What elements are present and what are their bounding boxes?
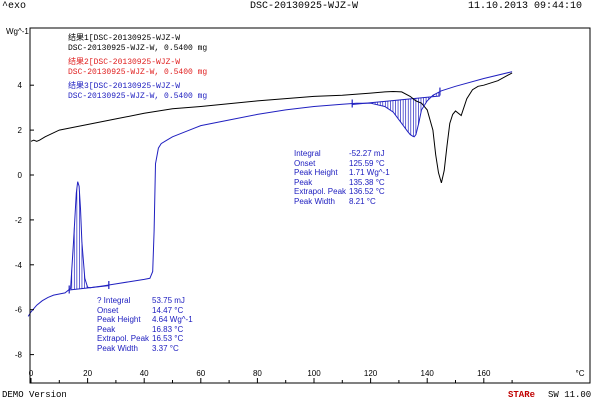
annotation-value: 4.64 Wg^-1 — [152, 315, 193, 325]
peak2-peak-row: Peak 135.38 °C — [294, 178, 390, 188]
annotation-value: 14.47 °C — [152, 305, 184, 315]
chart-title: DSC-20130925-WJZ-W — [250, 1, 359, 12]
demo-version-label: DEMO Version — [2, 390, 67, 400]
annotation-value: 3.37 °C — [152, 343, 179, 353]
annotation-value: 1.71 Wg^-1 — [349, 168, 390, 178]
annotation-label: Integral — [294, 149, 321, 158]
peak1-peak-row: Peak 16.83 °C — [97, 325, 193, 335]
legend-entry-2: 结果2[DSC-20130925-WJZ-W DSC-20130925-WJZ-… — [68, 58, 207, 78]
y-tick-label: 4 — [18, 81, 23, 90]
annotation-label: Peak — [97, 324, 116, 334]
axis-layer: -8 -6 -4 -2 0 2 4 Wg^-1 0 20 40 60 80 100 120 140 160 °C — [6, 27, 591, 384]
annotation-label: Peak — [294, 177, 313, 187]
annotation-value: 16.83 °C — [152, 324, 184, 334]
peak1-onset-row: Onset 14.47 °C — [97, 306, 193, 316]
peak1-extrapol-row: Extrapol. Peak 16.53 °C — [97, 334, 193, 344]
annotation-label: Peak Width — [97, 343, 138, 353]
annotation-label: Extrapol. Peak — [97, 334, 150, 344]
dsc-curve-2 — [27, 71, 513, 317]
annotation-value: 136.52 °C — [349, 187, 385, 197]
legend-entry-1-title: 结果1[DSC-20130925-WJZ-W — [68, 34, 181, 43]
y-tick-label: -8 — [15, 351, 23, 360]
legend-entry-2-sample: DSC-20130925-WJZ-W, 0.5400 mg — [68, 68, 208, 77]
curve-layer — [27, 71, 513, 317]
x-tick-label: 140 — [421, 369, 435, 378]
y-tick-label: 2 — [18, 126, 23, 135]
y-tick-label: -6 — [15, 306, 23, 315]
peak2-extrapol-row: Extrapol. Peak 136.52 °C — [294, 187, 390, 197]
x-tick-label: 60 — [196, 369, 205, 378]
annotation-label: Peak Height — [97, 315, 141, 325]
x-tick-label: 0 — [29, 369, 34, 378]
annotation-label: Peak Height — [294, 168, 338, 178]
legend-entry-3-sample: DSC-20130925-WJZ-W, 0.5400 mg — [68, 92, 208, 101]
annotation-value: 16.53 °C — [152, 334, 184, 344]
peak2-integral-row: Integral -52.27 mJ — [294, 149, 390, 159]
peak2-annotation: Integral -52.27 mJ Onset 125.59 °C Peak He… — [294, 149, 390, 207]
peak1-width-row: Peak Width 3.37 °C — [97, 344, 193, 354]
y-tick-label: 0 — [18, 171, 23, 180]
y-axis-label: Wg^-1 — [6, 27, 29, 36]
software-brand: STARe — [508, 390, 536, 400]
annotation-label: Peak Width — [294, 196, 335, 206]
plot-frame — [29, 27, 591, 384]
annotation-value: 53.75 mJ — [152, 296, 185, 305]
annotation-label: Extrapol. Peak — [294, 187, 347, 197]
peak2-width-row: Peak Width 8.21 °C — [294, 197, 390, 207]
exo-label: ^exo — [2, 1, 27, 12]
x-tick-label: 20 — [83, 369, 92, 378]
peak1-height-row: Peak Height 4.64 Wg^-1 — [97, 315, 193, 325]
software-version: SW 11.00 — [548, 390, 592, 400]
legend-entry-3: 结果3[DSC-20130925-WJZ-W DSC-20130925-WJZ-… — [68, 82, 207, 102]
datetime-label: 11.10.2013 09:44:10 — [468, 1, 583, 12]
x-tick-label: 80 — [253, 369, 262, 378]
x-tick-label: 100 — [307, 369, 321, 378]
legend-entry-1-sample: DSC-20130925-WJZ-W, 0.5400 mg — [68, 44, 208, 53]
legend-entry-2-title: 结果2[DSC-20130925-WJZ-W — [68, 58, 181, 67]
legend-entry-1: 结果1[DSC-20130925-WJZ-W DSC-20130925-WJZ-… — [68, 34, 207, 54]
x-axis-label: °C — [576, 369, 585, 378]
legend-entry-3-title: 结果3[DSC-20130925-WJZ-W — [68, 82, 181, 91]
peak1-integral-row: ? Integral 53.75 mJ — [97, 296, 193, 306]
y-tick-label: -2 — [15, 216, 23, 225]
annotation-value: 8.21 °C — [349, 196, 376, 206]
peak2-onset-row: Onset 125.59 °C — [294, 159, 390, 169]
annotation-label: Onset — [97, 305, 119, 315]
annotation-label: Onset — [294, 158, 316, 168]
annotation-label: ? Integral — [97, 296, 131, 305]
peak2-height-row: Peak Height 1.71 Wg^-1 — [294, 168, 390, 178]
annotation-value: -52.27 mJ — [349, 149, 385, 158]
y-tick-label: -4 — [15, 261, 23, 270]
x-tick-label: 120 — [364, 369, 378, 378]
x-tick-label: 40 — [140, 369, 149, 378]
x-tick-label: 160 — [477, 369, 491, 378]
annotation-value: 135.38 °C — [349, 177, 385, 187]
peak1-annotation: ? Integral 53.75 mJ Onset 14.47 °C Peak He… — [97, 296, 193, 354]
dsc-curve-1 — [30, 72, 513, 184]
annotation-value: 125.59 °C — [349, 158, 385, 168]
